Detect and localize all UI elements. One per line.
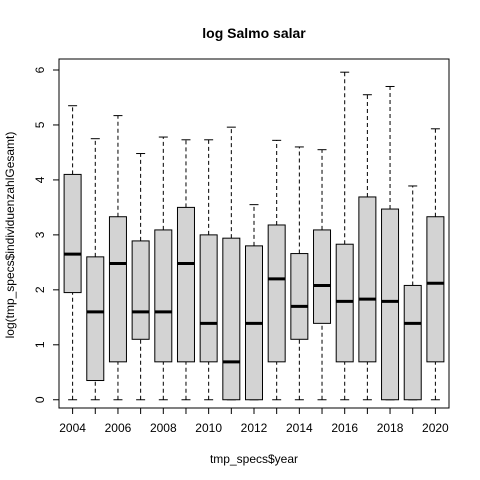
box-iqr	[86, 256, 105, 382]
x-axis: 2004 2006 2008 2010 2012 2014 2016 2018 2020	[59, 408, 449, 435]
box-iqr	[108, 216, 127, 363]
x-tick-label: 2006	[105, 421, 132, 435]
y-tick-label: 3	[33, 231, 47, 238]
box-iqr	[154, 229, 173, 363]
x-tick-label: 2014	[286, 421, 313, 435]
x-tick-label: 2016	[331, 421, 358, 435]
x-tick-label: 2008	[150, 421, 177, 435]
box-2020	[426, 128, 445, 401]
box-iqr	[290, 253, 309, 340]
x-tick-label: 2004	[59, 421, 86, 435]
box-iqr	[267, 224, 286, 363]
y-tick-label: 4	[33, 176, 47, 183]
box-2019	[403, 185, 422, 401]
box-2007	[131, 153, 150, 401]
boxes-group	[63, 71, 445, 401]
box-2015	[313, 149, 332, 401]
x-tick-label: 2018	[377, 421, 404, 435]
y-axis: 0 1 2 3 4 5 6	[33, 66, 59, 403]
box-iqr	[335, 243, 354, 363]
box-2013	[267, 139, 286, 401]
box-2010	[199, 139, 218, 401]
box-2004	[63, 105, 82, 401]
x-tick-label: 2012	[241, 421, 268, 435]
x-axis-label: tmp_specs$year	[210, 452, 298, 466]
box-2009	[176, 139, 195, 401]
box-iqr	[403, 284, 422, 401]
box-2018	[381, 85, 400, 401]
y-tick-label: 1	[33, 341, 47, 348]
y-tick-label: 5	[33, 121, 47, 128]
box-iqr	[63, 173, 82, 294]
box-iqr	[131, 240, 150, 340]
box-iqr	[313, 229, 332, 324]
box-2014	[290, 146, 309, 401]
box-iqr	[381, 208, 400, 401]
y-tick-label: 0	[33, 396, 47, 403]
box-iqr	[176, 206, 195, 363]
box-2005	[86, 138, 105, 401]
x-tick-label: 2020	[422, 421, 449, 435]
box-iqr	[222, 237, 241, 401]
box-2006	[108, 115, 127, 401]
y-tick-label: 2	[33, 286, 47, 293]
box-2017	[358, 94, 377, 401]
box-2012	[245, 204, 263, 401]
chart-title: log Salmo salar	[202, 25, 306, 41]
y-tick-label: 6	[33, 66, 47, 73]
box-iqr	[426, 216, 445, 363]
x-tick-label: 2010	[195, 421, 222, 435]
box-2016	[335, 71, 354, 401]
box-iqr	[199, 234, 218, 363]
box-2008	[154, 136, 173, 401]
box-2011	[222, 126, 241, 401]
y-axis-label: log(tmp_specs$individuenzahlGesamt)	[3, 132, 17, 339]
box-iqr	[358, 196, 377, 363]
